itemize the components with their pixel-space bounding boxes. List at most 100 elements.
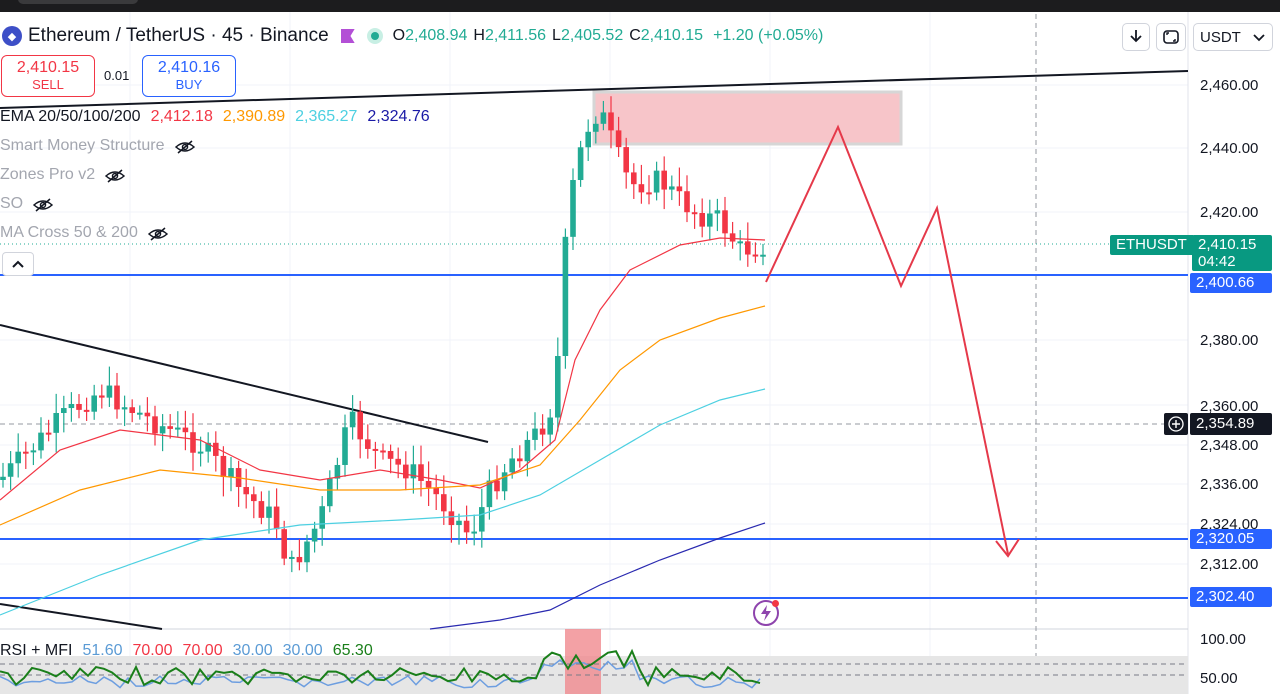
candle-body <box>570 180 576 237</box>
candle-body <box>547 417 553 435</box>
trendline <box>0 324 489 443</box>
rsi-axis-label: 100.00 <box>1200 631 1246 648</box>
eye-hidden-icon[interactable] <box>33 198 54 212</box>
eye-hidden-icon[interactable] <box>147 227 168 241</box>
candle-body <box>509 458 515 473</box>
candle-body <box>676 186 683 192</box>
indicator-label: Zones Pro v2 <box>0 166 96 183</box>
lightning-icon[interactable] <box>753 600 779 626</box>
collapse-legend-button[interactable] <box>2 252 34 276</box>
candle-body <box>220 455 227 478</box>
candle-body <box>760 254 766 257</box>
sell-price: 2,410.15 <box>16 59 80 76</box>
fullscreen-icon <box>1163 30 1179 44</box>
indicator-ma-cross[interactable]: MA Cross 50 & 200 <box>0 222 168 244</box>
sell-button[interactable]: 2,410.15 SELL <box>1 55 95 97</box>
candle-body <box>646 192 652 195</box>
candle-body <box>532 428 538 440</box>
candle-body <box>319 506 325 529</box>
candle-body <box>387 450 394 459</box>
candle-body <box>608 112 614 131</box>
candle-body <box>425 480 432 488</box>
candle-body <box>365 439 371 449</box>
currency-select[interactable]: USDT <box>1193 23 1273 51</box>
ema-200-value: 2,324.76 <box>367 108 430 125</box>
price-axis-label: 2,420.00 <box>1200 204 1259 221</box>
sell-label: SELL <box>32 77 64 92</box>
candle-body <box>539 428 546 435</box>
price-axis-label: 2,312.00 <box>1200 556 1259 573</box>
eye-hidden-icon[interactable] <box>105 169 126 183</box>
candle-body <box>99 395 105 398</box>
candle-body <box>76 403 82 410</box>
candle-body <box>441 494 447 512</box>
candle-body <box>403 464 409 479</box>
candle-body <box>121 407 128 410</box>
candle-body <box>585 131 591 148</box>
ohlc-high: H2,411.56 <box>473 27 547 44</box>
candle-body <box>68 403 75 409</box>
flag-icon[interactable] <box>340 29 355 43</box>
candle-body <box>737 241 743 244</box>
ohlc-low: L2,405.52 <box>552 27 624 44</box>
window-top-strip <box>0 0 1280 12</box>
bar-countdown: 04:42 <box>1198 253 1236 270</box>
candle-body <box>501 472 508 492</box>
download-icon <box>1130 30 1142 43</box>
candle-body <box>684 191 690 213</box>
chart-pane[interactable] <box>0 12 1280 694</box>
indicator-so[interactable]: SO <box>0 193 54 215</box>
candle-body <box>653 170 660 193</box>
candle-body <box>228 468 234 478</box>
indicator-label: Smart Money Structure <box>0 137 165 154</box>
price-axis-label: 2,440.00 <box>1200 140 1259 157</box>
candle-body <box>707 213 713 227</box>
candle-body <box>0 476 6 480</box>
ethereum-logo-icon: ◆ <box>2 26 22 46</box>
candle-body <box>372 448 379 451</box>
mfi-line <box>0 658 761 689</box>
candle-body <box>699 212 705 227</box>
candle-body <box>182 427 189 433</box>
buy-button[interactable]: 2,410.16 BUY <box>142 55 236 97</box>
candle-body <box>327 478 333 507</box>
ema-legend[interactable]: EMA 20/50/100/200 2,412.18 2,390.89 2,36… <box>0 106 430 128</box>
chevron-down-icon <box>1253 34 1265 42</box>
price-plot[interactable] <box>0 12 1280 694</box>
candle-body <box>729 233 736 242</box>
crosshair-plus-icon[interactable] <box>1164 413 1188 435</box>
candle-body <box>517 458 523 462</box>
candle-body <box>463 520 470 533</box>
symbol-title[interactable]: Ethereum / TetherUS · 45 · Binance <box>28 25 329 46</box>
ema-20-value: 2,412.18 <box>150 108 213 125</box>
indicator-smart-money[interactable]: Smart Money Structure <box>0 135 195 157</box>
price-axis-label: 2,336.00 <box>1200 476 1259 493</box>
price-axis-label: 2,324.00 <box>1200 516 1259 533</box>
candle-body <box>456 520 462 526</box>
rsi-legend[interactable]: RSI + MFI 51.60 70.00 70.00 30.00 30.00 … <box>0 640 373 662</box>
candle-body <box>357 411 363 440</box>
market-status-icon <box>366 28 383 44</box>
candle-body <box>623 147 629 173</box>
spread-value: 0.01 <box>104 68 130 83</box>
rsi-value: 30.00 <box>232 642 273 659</box>
indicator-zones-pro[interactable]: Zones Pro v2 <box>0 164 126 186</box>
candle-body <box>7 463 14 477</box>
candle-body <box>15 451 21 464</box>
price-axis-label: 2,360.00 <box>1200 398 1259 415</box>
buy-label: BUY <box>175 77 203 92</box>
candle-body <box>213 442 219 456</box>
candle-body <box>258 501 265 518</box>
candle-body <box>61 408 67 414</box>
eye-hidden-icon[interactable] <box>174 140 195 154</box>
candle-body <box>129 407 135 413</box>
rsi-label: RSI + MFI <box>0 642 73 659</box>
candle-body <box>53 413 59 433</box>
symbol-legend: ◆ Ethereum / TetherUS · 45 · Binance O2,… <box>0 22 823 50</box>
candle-body <box>45 432 52 435</box>
crosshair-price-tag: 2,354.89 <box>1190 413 1272 435</box>
fullscreen-button[interactable] <box>1156 23 1186 51</box>
download-button[interactable] <box>1122 23 1150 51</box>
chevron-up-icon <box>12 260 24 268</box>
last-price: 2,410.15 <box>1198 236 1257 253</box>
